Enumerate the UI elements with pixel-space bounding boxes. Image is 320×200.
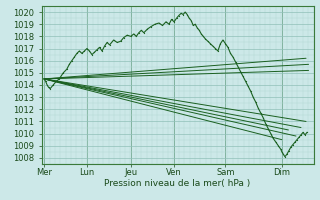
X-axis label: Pression niveau de la mer( hPa ): Pression niveau de la mer( hPa )	[104, 179, 251, 188]
